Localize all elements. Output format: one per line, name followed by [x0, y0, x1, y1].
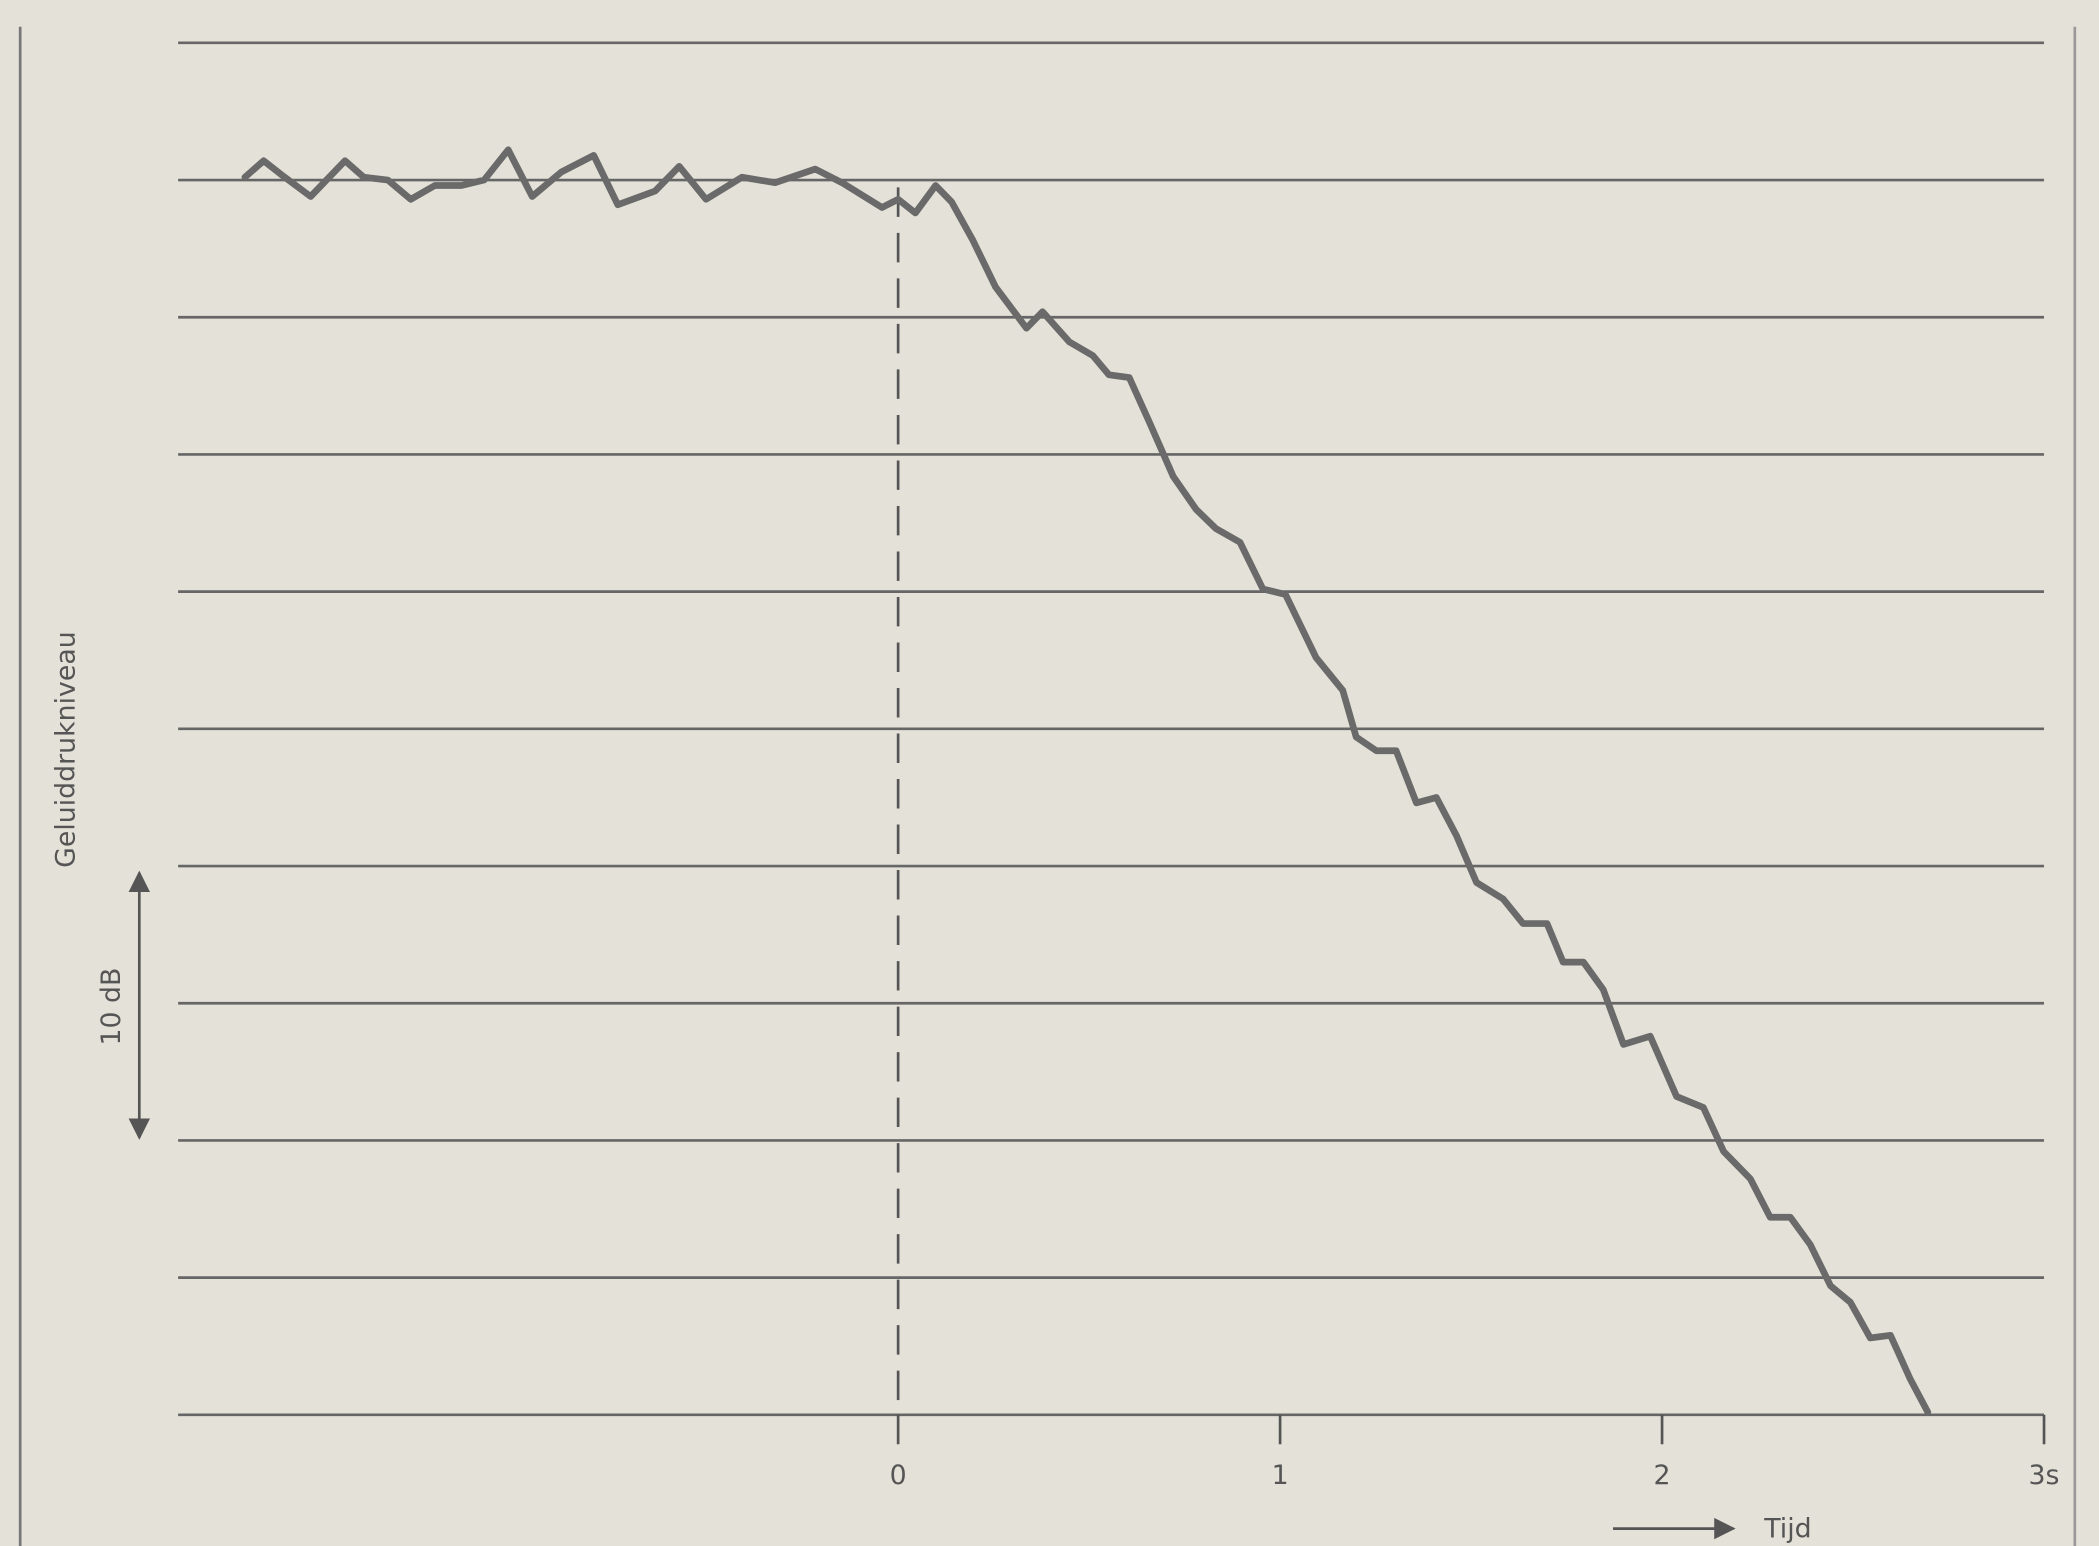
- scale-label: 10 dB: [96, 968, 127, 1046]
- x-tick-label: 3s: [2029, 1460, 2060, 1491]
- y-axis-label: Geluiddrukniveau: [51, 631, 82, 868]
- x-axis-label: Tijd: [1763, 1513, 1811, 1544]
- x-tick-label: 1: [1272, 1460, 1289, 1491]
- x-tick-label: 2: [1654, 1460, 1671, 1491]
- x-tick-label: 0: [890, 1460, 907, 1491]
- data-line: [241, 146, 1932, 1416]
